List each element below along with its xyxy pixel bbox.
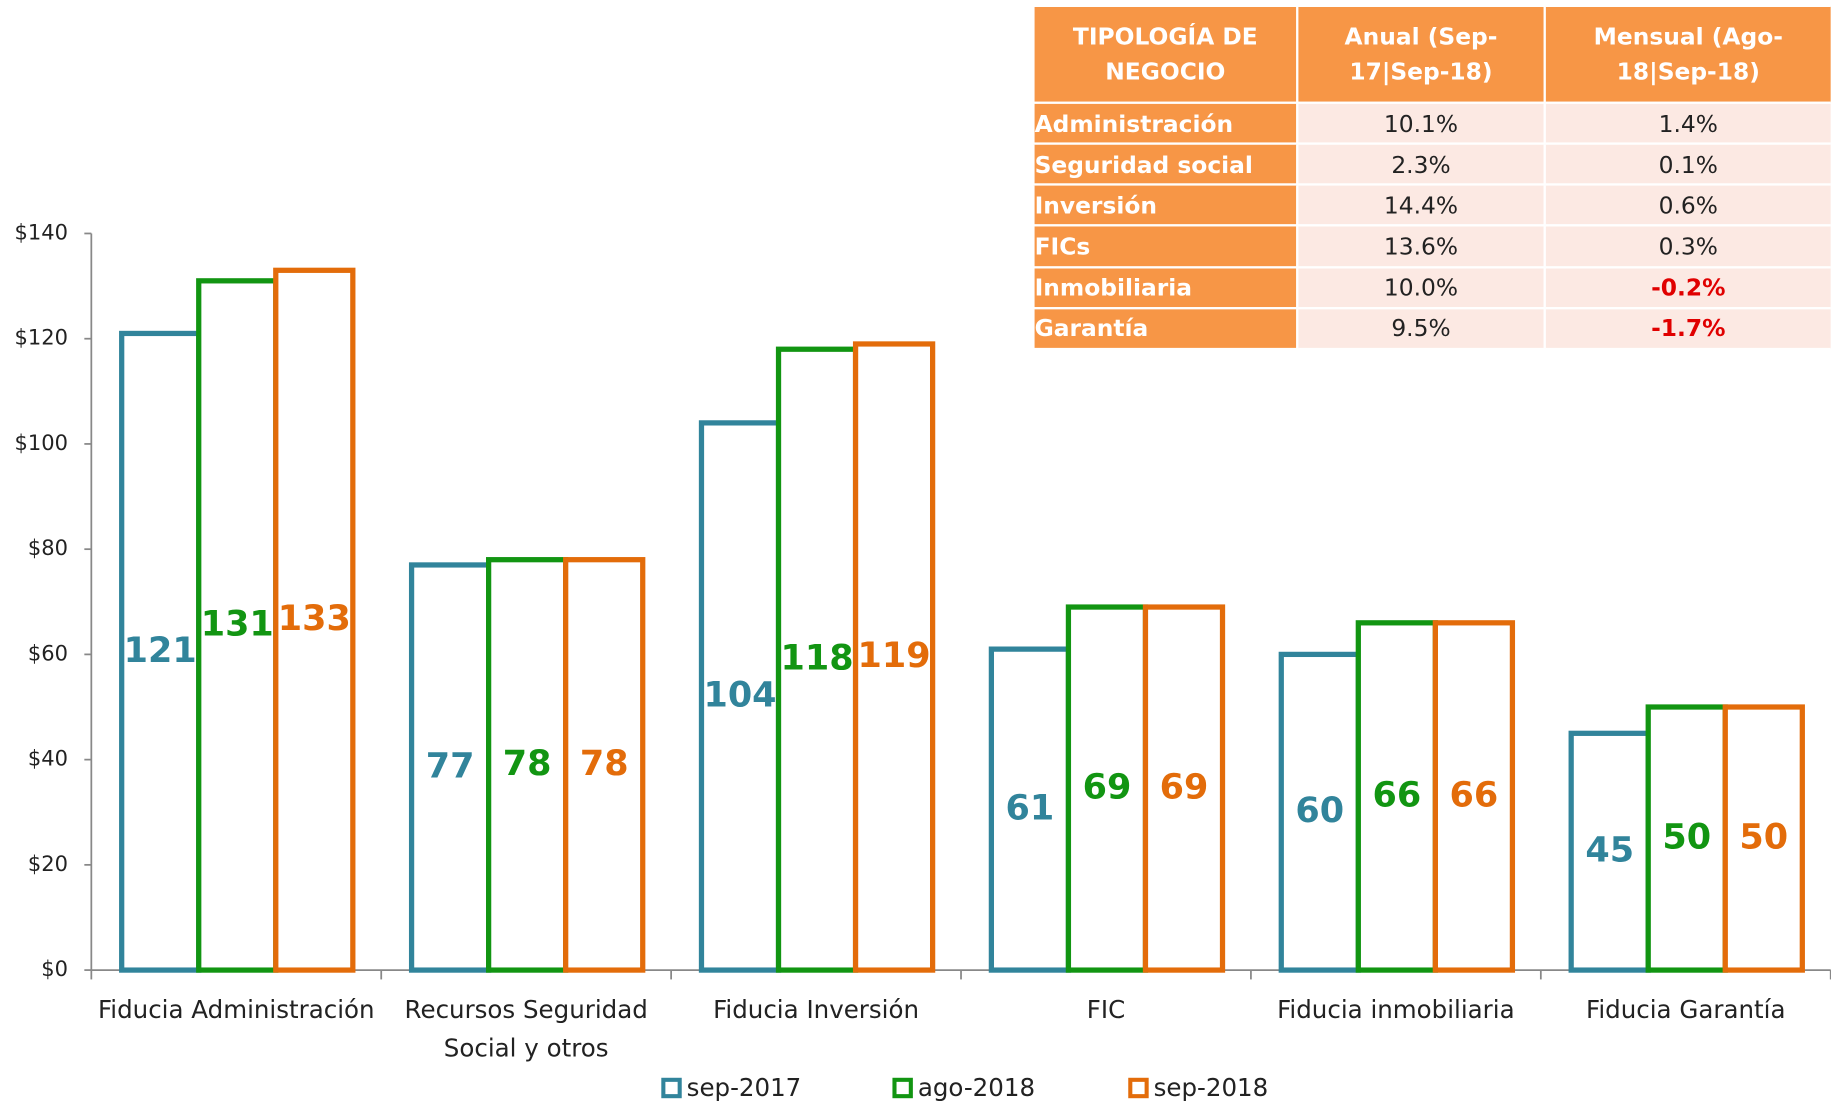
table-cell: 10.0% xyxy=(1296,265,1546,310)
table-row: FICs 13.6% 0.3% xyxy=(1032,224,1831,269)
header-cell: TIPOLOGÍA DE NEGOCIO xyxy=(1032,4,1299,104)
data-label: 45 xyxy=(1585,830,1634,871)
data-label: 60 xyxy=(1295,790,1344,831)
bar xyxy=(988,646,1072,973)
table-cell: Inmobiliaria xyxy=(1032,265,1299,310)
table-cell: 2.3% xyxy=(1296,142,1546,186)
data-label: 50 xyxy=(1662,817,1711,858)
x-tick-label: Recursos Seguridad Social y otros xyxy=(404,995,648,1063)
table-cell: FICs xyxy=(1032,224,1299,269)
bar xyxy=(119,330,202,973)
legend-swatch xyxy=(1128,1077,1149,1099)
data-label: 78 xyxy=(580,743,629,784)
x-tick-label: Fiducia Inversión xyxy=(713,995,920,1024)
header-row: TIPOLOGÍA DE NEGOCIO Anual (Sep-17|Sep-18… xyxy=(1032,4,1831,104)
table-cell: Administración xyxy=(1032,101,1299,145)
table-cell: 9.5% xyxy=(1296,306,1546,351)
header-cell: Mensual (Ago-18|Sep-18) xyxy=(1543,4,1831,104)
table-cell: 0.3% xyxy=(1543,224,1831,269)
data-label: 69 xyxy=(1083,767,1132,808)
legend-label: sep-2017 xyxy=(687,1073,802,1102)
table-cell: 14.4% xyxy=(1296,183,1546,227)
data-label: 133 xyxy=(278,598,351,639)
bar xyxy=(698,420,782,973)
table-cell: -1.7% xyxy=(1543,306,1831,351)
table-cell: 13.6% xyxy=(1296,224,1546,269)
table-cell: Garantía xyxy=(1032,306,1299,351)
y-tick-label: $20 xyxy=(28,851,68,876)
table-cell: 0.1% xyxy=(1543,142,1831,186)
legend-label: sep-2018 xyxy=(1154,1073,1269,1102)
table-row: Seguridad social 2.3% 0.1% xyxy=(1032,142,1831,186)
x-label-box: Fiducia Garantía xyxy=(1586,995,1786,1024)
x-label-box: Recursos Seguridad Social y otros xyxy=(404,995,648,1063)
table-cell: Inversión xyxy=(1032,183,1299,227)
y-tick-label: $80 xyxy=(28,535,68,560)
table-row: Garantía 9.5% -1.7% xyxy=(1032,306,1831,351)
y-tick-label: $120 xyxy=(15,325,68,350)
table-cell: 1.4% xyxy=(1543,101,1831,145)
data-label: 61 xyxy=(1006,788,1055,829)
x-label-box: Fiducia Administración xyxy=(97,995,375,1024)
x-tick-label: Fiducia inmobiliaria xyxy=(1277,995,1515,1024)
data-label: 77 xyxy=(426,746,475,787)
table-row: Administración 10.1% 1.4% xyxy=(1032,101,1831,145)
summary-table: TIPOLOGÍA DE NEGOCIO Anual (Sep-17|Sep-18… xyxy=(1032,4,1831,351)
data-label: 121 xyxy=(124,630,197,671)
x-tick-label: Fiducia Garantía xyxy=(1586,995,1786,1024)
x-tick-label: FIC xyxy=(1086,995,1126,1024)
y-tick-label: $140 xyxy=(15,219,68,244)
data-label: 66 xyxy=(1372,774,1421,815)
x-tick-label: Fiducia Administración xyxy=(97,995,375,1024)
y-tick-label: $40 xyxy=(28,746,68,771)
table-cell: Seguridad social xyxy=(1032,142,1299,186)
table-cell: 0.6% xyxy=(1543,183,1831,227)
bar xyxy=(1432,620,1516,973)
legend-swatch xyxy=(661,1077,682,1099)
y-tick-label: $100 xyxy=(15,430,68,455)
data-label: 119 xyxy=(858,635,931,676)
y-tick-label: $0 xyxy=(41,956,68,981)
x-label-box: FIC xyxy=(1086,995,1126,1024)
legend-label: ago-2018 xyxy=(918,1073,1035,1102)
bar xyxy=(1722,704,1805,973)
data-label: 118 xyxy=(781,638,854,679)
data-label: 78 xyxy=(503,743,552,784)
y-tick-label: $60 xyxy=(28,640,68,665)
table-row: Inmobiliaria 10.0% -0.2% xyxy=(1032,265,1831,310)
data-label: 50 xyxy=(1739,817,1788,858)
table-cell: 10.1% xyxy=(1296,101,1546,145)
legend-swatch xyxy=(892,1077,913,1099)
data-label: 131 xyxy=(201,603,274,644)
data-label: 104 xyxy=(703,674,776,715)
x-label-box: Fiducia Inversión xyxy=(713,995,920,1024)
bar xyxy=(1142,604,1226,973)
table-row: Inversión 14.4% 0.6% xyxy=(1032,183,1831,227)
bar xyxy=(852,341,936,973)
bar xyxy=(273,267,356,973)
table-cell: -0.2% xyxy=(1543,265,1831,310)
bar xyxy=(563,557,646,973)
bar xyxy=(775,346,859,973)
data-label: 66 xyxy=(1450,774,1499,815)
bar xyxy=(1568,730,1651,973)
data-label: 69 xyxy=(1160,767,1209,808)
header-cell: Anual (Sep-17|Sep-18) xyxy=(1296,4,1546,104)
x-label-box: Fiducia inmobiliaria xyxy=(1277,995,1515,1024)
